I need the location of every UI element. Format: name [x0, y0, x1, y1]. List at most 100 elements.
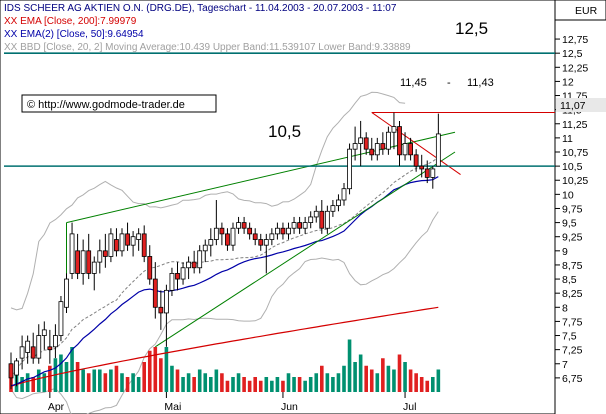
candle	[186, 256, 192, 280]
candle-body	[397, 126, 402, 156]
candle	[402, 132, 408, 161]
volume-bar	[292, 377, 296, 392]
candle-body	[330, 205, 336, 212]
legend-ema200: XX EMA [Close, 200]:7.99979	[4, 16, 137, 27]
volume-bar	[275, 377, 280, 392]
ema50-line	[10, 176, 439, 387]
volume-bar	[192, 377, 196, 392]
candle-body	[14, 360, 19, 376]
candle-body	[102, 250, 108, 257]
candle	[413, 149, 419, 172]
candle	[369, 137, 375, 161]
candle-body	[252, 233, 258, 240]
legend-bbd: XX BBD [Close, 20, 2] Moving Average:10.…	[4, 42, 411, 53]
volume-bar	[331, 377, 335, 392]
candle-body	[230, 227, 236, 246]
candle-body	[80, 250, 86, 274]
candle	[197, 245, 203, 274]
volume-bar	[125, 377, 130, 392]
candle	[41, 321, 47, 350]
candle-body	[236, 222, 241, 229]
candle	[202, 239, 208, 263]
candle-body	[125, 233, 130, 246]
volume-bar	[242, 377, 246, 392]
bbd-moving-average	[10, 156, 439, 379]
candle-body	[424, 168, 430, 178]
volume-bar	[31, 377, 35, 392]
candle-body	[219, 227, 225, 235]
volume-bar	[42, 373, 47, 392]
volume-bar	[325, 373, 330, 392]
candle-body	[53, 335, 58, 348]
volume-bar	[131, 373, 135, 392]
volume-bar	[314, 373, 319, 392]
candle	[263, 233, 269, 274]
volume-bar	[86, 373, 91, 392]
candle-body	[263, 239, 269, 246]
candle-body	[8, 363, 14, 379]
volume-bar	[342, 365, 346, 392]
y-tick-label: 9,75	[562, 203, 583, 215]
candle-body	[97, 250, 103, 263]
volume-bar	[64, 362, 69, 392]
candle-body	[163, 289, 169, 314]
candle-body	[30, 346, 36, 359]
candle	[30, 332, 36, 364]
candle-body	[413, 154, 419, 167]
volume-bar	[153, 347, 158, 392]
candle	[374, 137, 380, 161]
candle	[430, 166, 436, 189]
candle	[80, 239, 86, 285]
volume-bar	[347, 339, 352, 392]
volume-bar	[375, 373, 380, 392]
candle-body	[86, 250, 92, 274]
candle	[130, 231, 136, 257]
volume-bar	[109, 369, 113, 392]
x-tick-label: Jun	[281, 401, 298, 413]
candle	[336, 194, 341, 212]
candle	[136, 228, 142, 251]
candle	[391, 112, 397, 150]
candle-body	[64, 278, 69, 308]
candle	[91, 256, 97, 291]
volume-bar	[20, 377, 24, 392]
y-tick-label: 10,25	[562, 175, 588, 187]
volume-bar	[197, 369, 202, 392]
candle-body	[286, 227, 291, 235]
trendline-lower-green	[155, 151, 456, 348]
candle	[75, 233, 80, 280]
chart-title: IDS SCHEER AG AKTIEN O.N. (DRG.DE), Tage…	[4, 3, 397, 14]
candle	[169, 267, 175, 296]
volume-bar	[369, 369, 374, 392]
candle-body	[19, 346, 25, 359]
candle	[230, 222, 236, 251]
volume-bar	[231, 377, 235, 392]
candle-body	[308, 216, 314, 223]
x-tick-label: Apr	[48, 401, 65, 413]
high-dash: -	[447, 77, 451, 89]
volume-bar	[36, 369, 41, 392]
candle-body	[75, 250, 80, 274]
volume-bar	[70, 347, 74, 392]
candle	[180, 262, 186, 285]
candle	[47, 329, 53, 364]
y-axis: 6,75 7 7,25 7,5 7,75 8 8,25 8,5 8,75 9 9,25 9,5 9,75…	[555, 34, 588, 385]
candle	[69, 222, 75, 280]
candle-body	[108, 233, 114, 257]
candle-body	[363, 137, 369, 150]
candle	[358, 120, 364, 167]
candle	[114, 228, 119, 257]
candle-body	[385, 131, 391, 150]
volume-bar	[214, 369, 219, 392]
candle-body	[419, 165, 425, 170]
legend-ema50: XX EMA(2) [Close, 50]:9.64954	[4, 29, 144, 40]
level-12-5-label: 12,5	[455, 19, 488, 38]
volume-bar	[303, 380, 307, 392]
y-tick-label: 12,75	[562, 34, 588, 46]
candle	[125, 222, 130, 251]
volume-bar	[159, 358, 163, 392]
candle	[308, 211, 314, 229]
candle	[258, 233, 264, 251]
candle	[97, 239, 103, 274]
